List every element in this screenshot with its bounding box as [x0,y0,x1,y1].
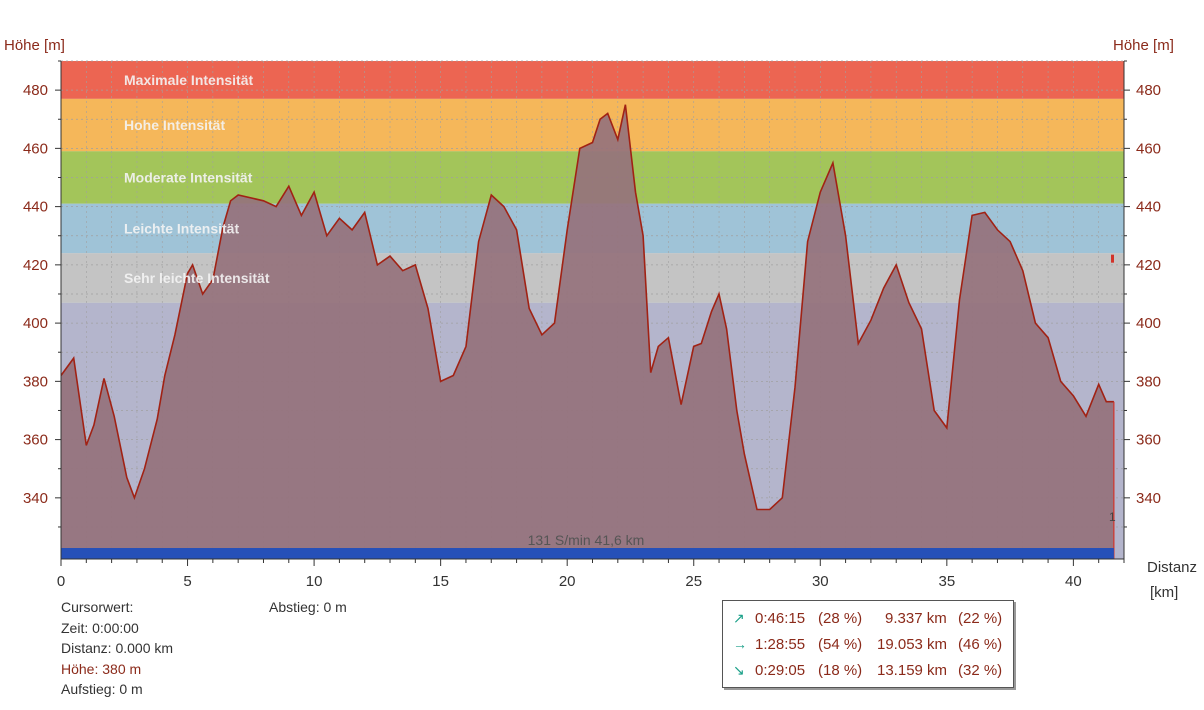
stats-distance: 9.337 km [885,610,947,627]
x-tick-label: 15 [432,573,449,590]
zone-label: Leichte Intensität [124,220,239,236]
x-tick-label: 30 [812,573,829,590]
x-tick-label: 10 [306,573,323,590]
cursor-distance: Distanz: 0.000 km [61,640,174,656]
y-tick-label-right: 360 [1136,432,1161,449]
y-tick-label-right: 380 [1136,373,1161,390]
y-tick-label-left: 360 [23,432,48,449]
stats-time: 1:28:55 [755,636,806,653]
y-axis-left-title: Höhe [m] [4,37,65,54]
y-tick-label-left: 440 [23,199,48,216]
y-tick-label-left: 420 [23,257,48,274]
stats-distance-pct: (32 %) [958,662,1003,679]
cursor-height: Höhe: 380 m [61,660,142,677]
zone-labels: Maximale Intensität Hohe Intensität Modera… [124,72,270,286]
elevation-fill [61,104,1114,559]
y-tick-label-right: 460 [1136,140,1161,157]
y-axis-right-title: Höhe [m] [1113,37,1174,54]
stats-distance-pct: (46 %) [958,636,1003,653]
elevation-area [60,104,1115,559]
stats-time: 0:46:15 [755,610,806,627]
stats-time-pct: (54 %) [818,636,863,653]
y-tick-label-left: 460 [23,140,48,157]
stats-time-pct: (28 %) [818,610,863,627]
zone-label: Sehr leichte Intensität [124,270,270,286]
arrow-right-icon: → [733,636,747,652]
y-tick-label-left: 400 [23,315,48,332]
bottom-band [61,548,1114,559]
elevation-line [60,104,1114,511]
arrow-down-right-icon: ↘ [733,662,745,678]
cursor-time: Zeit: 0:00:00 [61,619,139,636]
cursor-label: Cursorwert: [61,599,134,615]
y-tick-label-right: 440 [1136,199,1161,216]
stats-time: 0:29:05 [755,662,806,679]
x-tick-label: 20 [559,573,576,590]
x-tick-label: 40 [1065,573,1082,590]
x-axis-title: Distanz [1147,559,1197,576]
cursor-descent: Abstieg: 0 m [269,599,347,615]
y-tick-label-right: 420 [1136,257,1161,274]
stats-distance: 13.159 km [877,662,948,679]
arrow-up-right-icon: ↗ [733,610,745,626]
stats-row-flat: → 1:28:55 (54 %) 19.053 km (46 %) [723,636,1013,658]
end-marker-tick [1111,254,1114,263]
y-tick-label-left: 340 [23,490,48,507]
descent-info: Abstieg: 0 m [269,597,347,618]
stats-row-ascent: ↗ 0:46:15 (28 %) 9.337 km (22 %) [723,610,1013,632]
y-tick-label-right: 400 [1136,315,1161,332]
x-tick-label: 0 [57,573,65,590]
x-tick-label: 5 [183,573,191,590]
y-tick-label-right: 480 [1136,82,1161,99]
marker-label: 1 [1109,510,1116,524]
bottom-band-label: 131 S/min 41,6 km [528,532,645,548]
x-tick-label: 35 [938,573,955,590]
zone-label: Maximale Intensität [124,72,253,88]
x-tick-label: 25 [685,573,702,590]
zone-label: Hohe Intensität [124,117,225,133]
y-tick-label-right: 340 [1136,490,1161,507]
y-tick-label-left: 480 [23,82,48,99]
cursor-ascent: Aufstieg: 0 m [61,681,143,697]
stats-time-pct: (18 %) [818,662,863,679]
x-axis-unit: [km] [1150,584,1178,601]
stats-distance-pct: (22 %) [958,610,1003,627]
zone-label: Moderate Intensität [124,169,253,185]
cursor-info-panel: Cursorwert: Zeit: 0:00:00 Distanz: 0.000… [61,597,173,700]
split-stats-box: ↗ 0:46:15 (28 %) 9.337 km (22 %) → 1:28:… [722,600,1014,688]
stats-row-descent: ↘ 0:29:05 (18 %) 13.159 km (32 %) [723,662,1013,684]
y-tick-label-left: 380 [23,373,48,390]
stats-distance: 19.053 km [877,636,948,653]
